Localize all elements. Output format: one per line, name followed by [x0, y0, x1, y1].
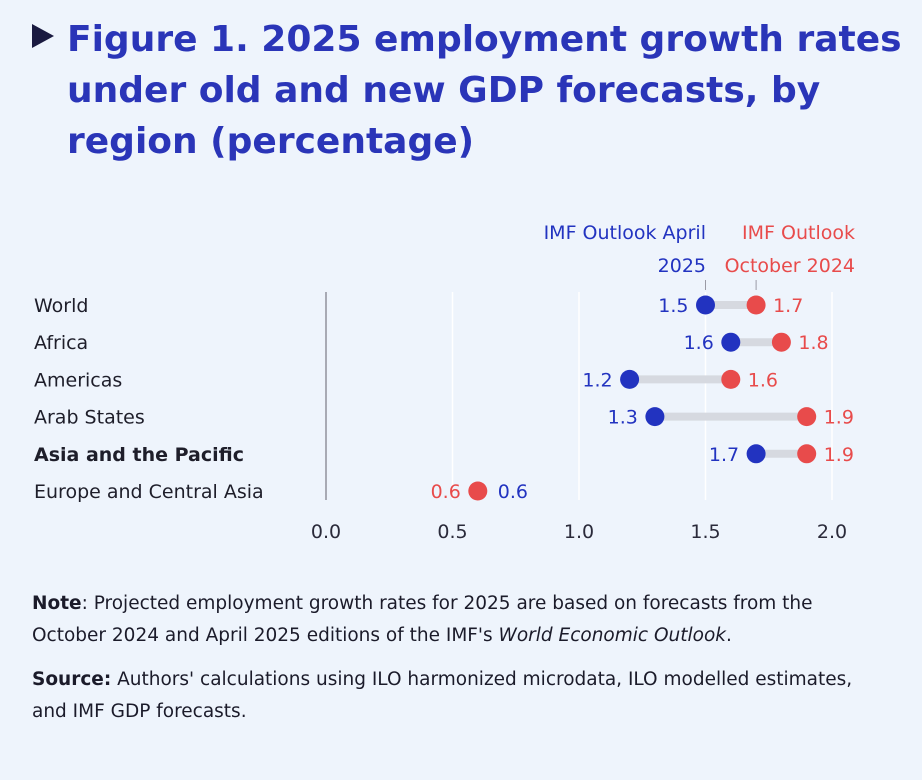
point-april-2025 — [721, 332, 741, 352]
x-tick-label: 2.0 — [817, 521, 847, 543]
data-label-october-2024: 1.7 — [773, 295, 803, 317]
point-april-2025 — [645, 407, 665, 427]
x-tick-label: 1.0 — [564, 521, 594, 543]
source-label: Source: — [32, 669, 112, 690]
category-label: Asia and the Pacific — [34, 444, 244, 466]
point-october-2024 — [797, 444, 817, 464]
point-october-2024 — [468, 481, 488, 501]
data-label-october-2024: 0.6 — [431, 481, 461, 503]
data-label-october-2024: 1.6 — [748, 369, 778, 391]
note-end: . — [725, 625, 732, 646]
triangle-marker-icon — [32, 24, 54, 48]
data-label-april-2025: 1.6 — [684, 332, 714, 354]
x-tick-label: 0.0 — [311, 521, 341, 543]
note-publication: World Economic Outlook — [498, 625, 726, 646]
dumbbell-chart: 0.0 0.5 1.0 1.5 2.0 IMF Outlook April 2025 IMF … — [34, 222, 855, 543]
figure-title: Figure 1. 2025 employment growth rates u… — [67, 19, 902, 162]
legend-label-october-2024: IMF Outlook — [742, 222, 855, 244]
category-label: Africa — [34, 332, 88, 354]
note-text: : Projected employment growth rates for … — [32, 593, 813, 646]
data-label-april-2025: 0.6 — [498, 481, 528, 503]
note-label: Note — [32, 593, 82, 614]
point-october-2024 — [746, 295, 766, 315]
point-october-2024 — [771, 332, 791, 352]
data-label-october-2024: 1.9 — [824, 444, 854, 466]
data-label-april-2025: 1.7 — [709, 444, 739, 466]
data-label-october-2024: 1.8 — [798, 332, 828, 354]
x-tick-label: 1.5 — [690, 521, 720, 543]
data-label-april-2025: 1.3 — [608, 407, 638, 429]
x-tick-label: 0.5 — [437, 521, 467, 543]
point-april-2025 — [620, 369, 640, 389]
category-label: Arab States — [34, 407, 145, 429]
legend-label-april-2025: 2025 — [658, 255, 706, 277]
data-label-april-2025: 1.2 — [582, 369, 612, 391]
source-text: Authors' calculations using ILO harmoniz… — [32, 669, 853, 722]
figure-header: Figure 1. 2025 employment growth rates u… — [32, 14, 902, 167]
data-label-october-2024: 1.9 — [824, 407, 854, 429]
source-paragraph: Source: Authors' calculations using ILO … — [32, 664, 892, 728]
category-label: World — [34, 295, 88, 317]
point-october-2024 — [721, 369, 741, 389]
legend-label-april-2025: IMF Outlook April — [544, 222, 706, 244]
category-label: Americas — [34, 369, 122, 391]
legend-label-october-2024: October 2024 — [725, 255, 855, 277]
point-october-2024 — [797, 407, 817, 427]
category-label: Europe and Central Asia — [34, 481, 264, 503]
notes-section: Note: Projected employment growth rates … — [32, 588, 892, 740]
data-label-april-2025: 1.5 — [658, 295, 688, 317]
note-paragraph: Note: Projected employment growth rates … — [32, 588, 892, 652]
point-april-2025 — [696, 295, 715, 315]
point-april-2025 — [746, 444, 766, 464]
